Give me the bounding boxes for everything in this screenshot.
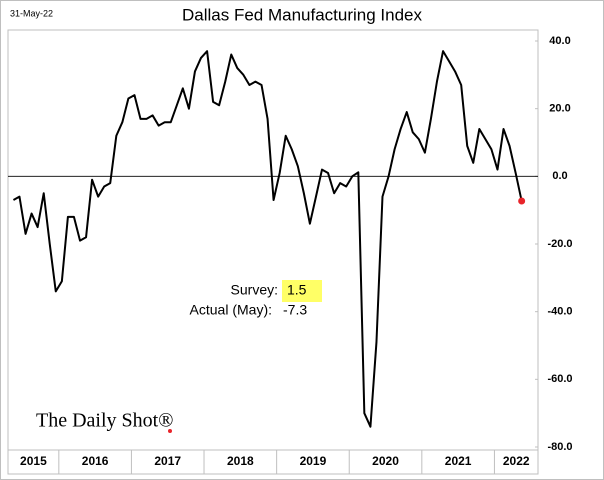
- y-tick-label: 0.0: [552, 170, 567, 182]
- survey-label: Survey:: [231, 282, 278, 298]
- y-tick-label: -60.0: [547, 373, 572, 385]
- y-tick-label: -40.0: [547, 306, 572, 318]
- watermark-dot: [168, 429, 172, 433]
- x-tick-label: 2015: [20, 454, 47, 468]
- last-point: [518, 197, 526, 205]
- x-tick-label: 2018: [227, 454, 254, 468]
- date-note: 31-May-22: [10, 8, 53, 18]
- y-tick-label: 40.0: [549, 35, 570, 47]
- plot-frame: [7, 29, 539, 475]
- x-tick-label: 2022: [503, 454, 530, 468]
- y-tick-label: -80.0: [547, 441, 572, 453]
- x-tick-label: 2020: [372, 454, 399, 468]
- line: [12, 50, 523, 428]
- x-tick-label: 2021: [445, 454, 472, 468]
- x-tick-label: 2017: [154, 454, 181, 468]
- x-tick-label: 2019: [300, 454, 327, 468]
- chart-title: Dallas Fed Manufacturing Index: [182, 5, 423, 24]
- x-tick-label: 2016: [82, 454, 109, 468]
- y-tick-label: -20.0: [547, 238, 572, 250]
- y-tick-label: 20.0: [549, 103, 570, 115]
- survey-value: 1.5: [287, 282, 307, 298]
- actual-label: Actual (May):: [190, 302, 272, 318]
- highlight: [282, 280, 322, 302]
- watermark: The Daily Shot®: [36, 410, 173, 432]
- actual-value: -7.3: [283, 302, 307, 318]
